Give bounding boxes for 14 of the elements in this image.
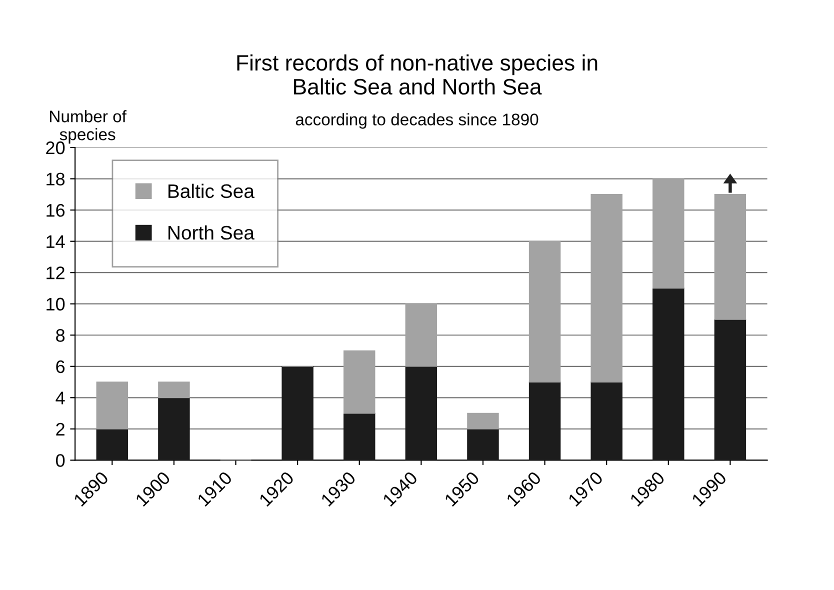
legend-label: North Sea [168, 225, 254, 240]
y-tick-label: 16 [46, 204, 65, 217]
y-tick-label: 12 [46, 266, 64, 280]
y-tick-label: 0 [56, 454, 65, 467]
y-tick-label: 18 [46, 172, 65, 186]
legend-label: Baltic Sea [168, 184, 254, 198]
y-tick-label: 10 [46, 298, 65, 311]
y-tick-label: 4 [56, 392, 65, 404]
chart-title: First records of non-native species in Baltic Sea and North Sea [237, 54, 598, 95]
chart-subtitle: according to decades since 1890 [296, 113, 538, 129]
y-tick-label: 14 [46, 235, 65, 248]
y-tick-label: 2 [56, 422, 64, 436]
y-tick-label: 6 [56, 360, 65, 374]
y-tick-label: 8 [56, 329, 65, 342]
